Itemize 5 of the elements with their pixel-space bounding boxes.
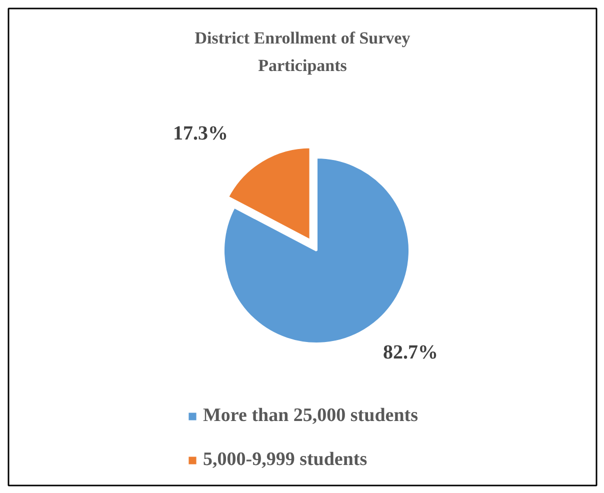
- legend-label: 5,000-9,999 students: [203, 449, 368, 471]
- chart-title: District Enrollment of Survey Participants: [194, 28, 411, 76]
- data-label: 17.3%: [173, 122, 228, 144]
- legend-label: More than 25,000 students: [203, 405, 418, 427]
- data-label: 82.7%: [383, 342, 438, 364]
